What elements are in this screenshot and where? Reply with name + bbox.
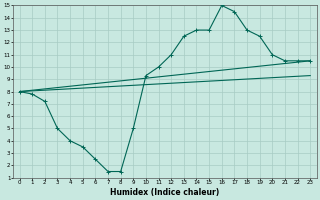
- X-axis label: Humidex (Indice chaleur): Humidex (Indice chaleur): [110, 188, 220, 197]
